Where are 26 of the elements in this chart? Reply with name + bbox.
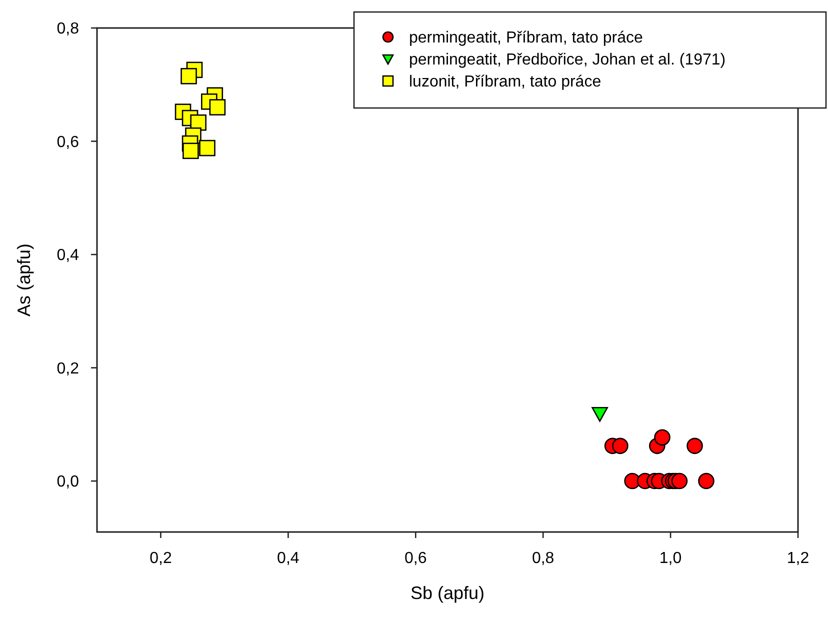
point (209, 99, 226, 116)
x-tick-label: 0,6 (404, 550, 427, 567)
x-axis-title: Sb (apfu) (410, 583, 485, 603)
point (698, 472, 714, 490)
point (199, 140, 216, 156)
y-axis-title: As (apfu) (14, 243, 34, 317)
x-tick-label: 1,0 (659, 550, 682, 567)
point (182, 142, 199, 160)
point (592, 406, 608, 422)
x-tick-label: 1,2 (786, 550, 810, 567)
y-tick-label: 0,8 (56, 20, 80, 38)
legend-label: permingeatit, Předbořice, Johan et al. (1971) (409, 52, 726, 69)
x-tick-label: 0,4 (277, 550, 300, 567)
y-tick-label: 0,4 (56, 247, 80, 264)
y-tick-label: 0,6 (56, 134, 80, 151)
y-tick-label: 0,2 (56, 360, 80, 378)
legend-label: luzonit, Příbram, tato práce (409, 74, 602, 91)
x-tick-label: 0,2 (150, 550, 172, 567)
point (671, 472, 688, 490)
y-tick-label: 0,0 (56, 474, 80, 491)
point (180, 68, 197, 84)
legend-label: permingeatit, Příbram, tato práce (409, 30, 643, 47)
point (612, 438, 628, 454)
point (654, 429, 670, 446)
point (686, 438, 703, 454)
x-tick-label: 0,8 (532, 550, 554, 567)
